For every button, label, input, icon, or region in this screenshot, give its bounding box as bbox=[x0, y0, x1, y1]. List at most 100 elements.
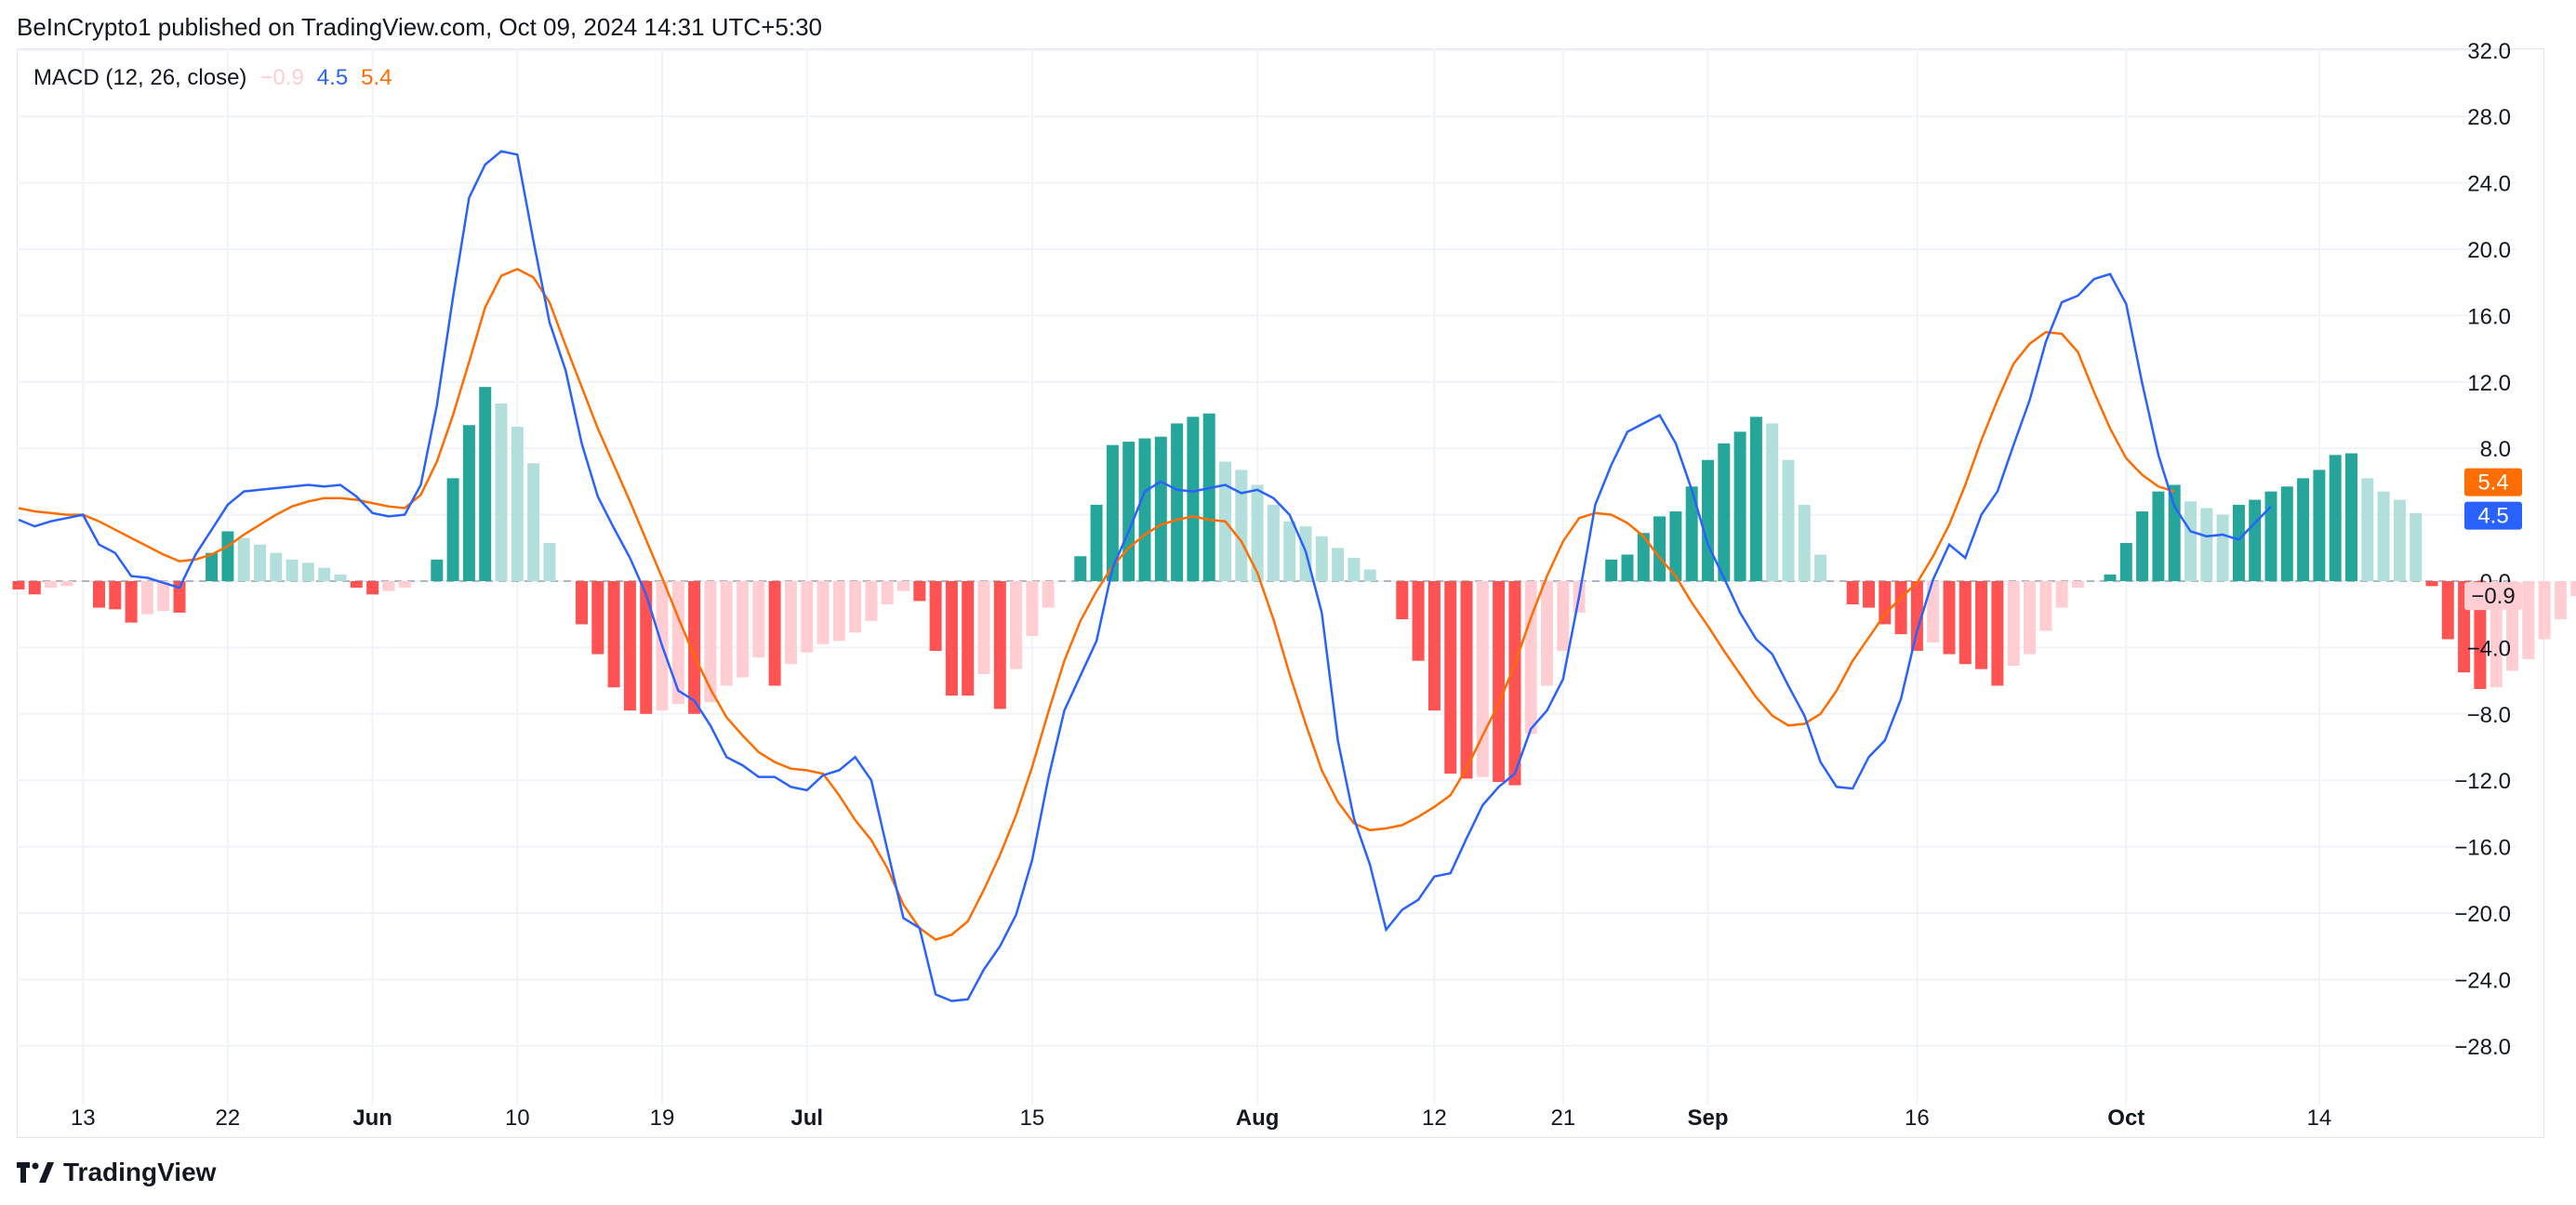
histogram-bar bbox=[688, 581, 701, 714]
histogram-bar bbox=[2104, 574, 2117, 581]
y-tick-label: 8.0 bbox=[2480, 437, 2511, 462]
histogram-bar bbox=[1943, 581, 1956, 655]
histogram-bar bbox=[350, 581, 363, 589]
price-badge bbox=[2464, 582, 2522, 611]
histogram-bar bbox=[2249, 499, 2262, 581]
histogram-bar bbox=[2554, 581, 2567, 620]
histogram-bar bbox=[576, 581, 588, 625]
legend-macd-value: 4.5 bbox=[316, 65, 349, 90]
indicator-legend[interactable]: MACD (12, 26, close) −0.9 4.5 5.4 bbox=[33, 65, 392, 91]
histogram-bar bbox=[2441, 581, 2454, 640]
histogram-bar bbox=[897, 581, 910, 591]
tradingview-logo[interactable]: TradingView bbox=[17, 1158, 216, 1187]
histogram-bar bbox=[801, 581, 814, 653]
histogram-bar bbox=[1524, 581, 1537, 735]
histogram-bar bbox=[301, 563, 314, 581]
histogram-bar bbox=[398, 581, 411, 589]
price-badge-label: 5.4 bbox=[2477, 470, 2508, 496]
histogram-bar bbox=[1202, 413, 1215, 581]
price-badge bbox=[2464, 468, 2522, 497]
histogram-bar bbox=[1235, 470, 1248, 581]
histogram-bar bbox=[140, 581, 153, 615]
histogram-bar bbox=[1363, 569, 1376, 581]
histogram-bar bbox=[2280, 486, 2293, 581]
histogram-bar bbox=[1814, 554, 1827, 581]
histogram-bar bbox=[607, 581, 620, 688]
histogram-bar bbox=[2538, 581, 2551, 640]
histogram-bar bbox=[221, 531, 234, 581]
histogram-bar bbox=[285, 559, 299, 581]
histogram-bar bbox=[2264, 491, 2277, 581]
histogram-bar bbox=[737, 581, 749, 678]
y-tick-label: −16.0 bbox=[2454, 836, 2511, 861]
histogram-bar bbox=[720, 581, 733, 686]
histogram-bar bbox=[2313, 470, 2326, 581]
x-tick-label: Oct bbox=[2107, 1106, 2144, 1131]
y-tick-label: −8.0 bbox=[2467, 703, 2511, 728]
histogram-bar bbox=[2570, 581, 2576, 597]
histogram-bar bbox=[1846, 581, 1859, 604]
histogram-bar bbox=[1653, 516, 1666, 581]
histogram-bar bbox=[1154, 436, 1167, 581]
y-tick-label: −24.0 bbox=[2454, 968, 2511, 993]
histogram-bar bbox=[1637, 533, 1650, 581]
x-tick-label: Jun bbox=[352, 1106, 392, 1131]
histogram-bar bbox=[704, 581, 717, 703]
histogram-bar bbox=[431, 559, 444, 581]
histogram-bar bbox=[2055, 581, 2068, 608]
histogram-bar bbox=[2039, 581, 2052, 631]
histogram-bar bbox=[865, 581, 878, 621]
x-tick-label: Jul bbox=[790, 1106, 823, 1131]
histogram-bar bbox=[2024, 581, 2036, 655]
histogram-bar bbox=[2232, 504, 2245, 581]
histogram-bar bbox=[527, 463, 540, 581]
histogram-bar bbox=[1991, 581, 2004, 686]
histogram-bar bbox=[849, 581, 862, 633]
histogram-bar bbox=[237, 537, 250, 581]
histogram-bar bbox=[1122, 442, 1135, 581]
histogram-bar bbox=[1010, 581, 1023, 669]
histogram-bar bbox=[1733, 431, 1746, 581]
histogram-bar bbox=[768, 581, 781, 686]
histogram-bar bbox=[1975, 581, 1988, 669]
publish-info: BeInCrypto1 published on TradingView.com… bbox=[17, 13, 822, 41]
histogram-bar bbox=[2007, 581, 2020, 667]
histogram-bar bbox=[1749, 417, 1762, 581]
histogram-bar bbox=[206, 552, 219, 581]
histogram-bar bbox=[2184, 501, 2197, 581]
histogram-bar bbox=[752, 581, 765, 658]
y-tick-label: −28.0 bbox=[2454, 1035, 2511, 1060]
x-tick-label: Sep bbox=[1687, 1106, 1728, 1131]
x-tick-label: 21 bbox=[1550, 1106, 1575, 1131]
histogram-bar bbox=[157, 581, 170, 612]
histogram-bar bbox=[1074, 556, 1087, 581]
signal-line bbox=[18, 268, 2175, 941]
histogram-bar bbox=[1315, 536, 1328, 581]
histogram-bar bbox=[2200, 508, 2213, 581]
histogram-bar bbox=[1493, 581, 1506, 782]
price-badge bbox=[2464, 501, 2522, 530]
histogram-bar bbox=[2297, 478, 2310, 581]
histogram-bar bbox=[270, 552, 283, 581]
histogram-bar bbox=[366, 581, 379, 595]
histogram-bar bbox=[12, 581, 25, 589]
histogram-bar bbox=[1396, 581, 1409, 620]
macd-line bbox=[18, 150, 2272, 1002]
tradingview-logo-icon bbox=[17, 1162, 54, 1183]
histogram-bar bbox=[511, 426, 524, 581]
histogram-bar bbox=[495, 404, 508, 581]
histogram-bar bbox=[1959, 581, 1972, 665]
histogram-bar bbox=[1621, 554, 1634, 581]
histogram-bar bbox=[1106, 444, 1119, 581]
histogram-bar bbox=[913, 581, 926, 602]
histogram-bar bbox=[993, 581, 1006, 709]
x-tick-label: 14 bbox=[2307, 1106, 2332, 1131]
histogram-bar bbox=[945, 581, 958, 696]
histogram-bar bbox=[2345, 453, 2357, 581]
histogram-bar bbox=[1927, 581, 1940, 643]
histogram-bar bbox=[1412, 581, 1425, 661]
price-badges: 5.4 4.5 −0.9 bbox=[2464, 468, 2522, 611]
histogram-bar bbox=[1090, 504, 1103, 581]
histogram-bar bbox=[254, 544, 266, 581]
